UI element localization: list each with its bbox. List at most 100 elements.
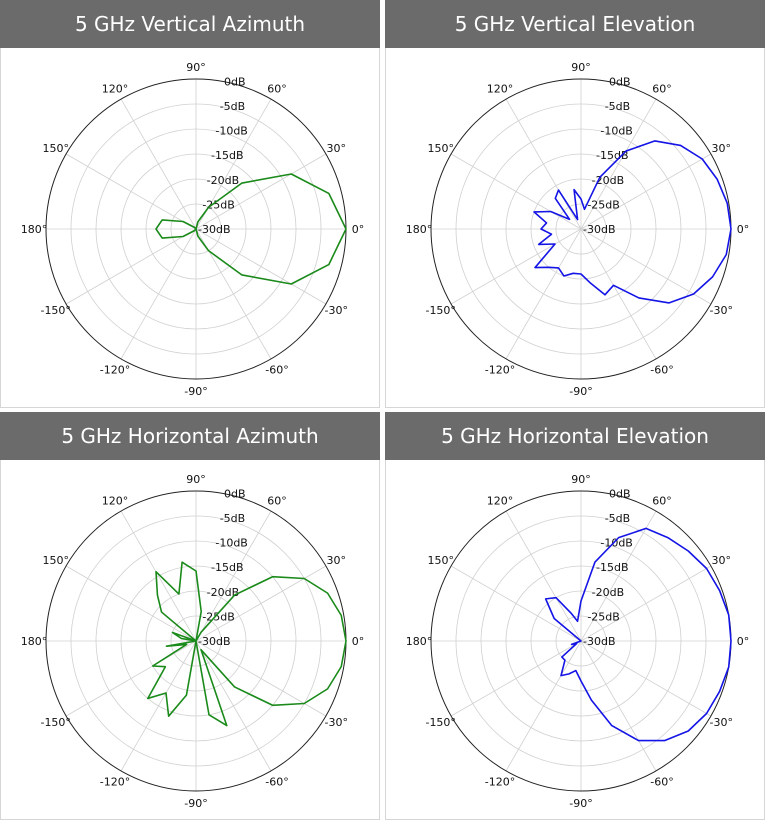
chart-title: 5 GHz Vertical Azimuth	[0, 0, 380, 48]
angle-tick-label: 0°	[352, 635, 365, 648]
polar-chart: 0° 30° 60° 90° 120° 150° 180° -150° -120° -90° -60…	[406, 61, 750, 398]
radial-tick-label: -25dB	[202, 198, 235, 211]
angle-tick-label: 180°	[21, 223, 48, 236]
radial-tick-label: -15dB	[211, 149, 244, 162]
radial-tick-label: 0dB	[224, 487, 246, 500]
radial-tick-label: -5dB	[605, 100, 631, 113]
angle-tick-label: 30°	[327, 142, 347, 155]
radial-tick-label: -15dB	[211, 561, 244, 574]
grid-spoke	[580, 640, 712, 717]
angle-tick-label: 150°	[427, 554, 454, 567]
radial-tick-label: 0dB	[609, 487, 631, 500]
radial-tick-label: -20dB	[592, 586, 625, 599]
angle-tick-label: 30°	[712, 142, 732, 155]
grid-spoke	[195, 228, 327, 305]
radial-tick-label: -30dB	[583, 223, 616, 236]
angle-tick-label: -120°	[485, 775, 515, 788]
panel-vertical-elevation: 5 GHz Vertical Elevation 0° 30° 60° 90° 120°…	[385, 0, 765, 408]
radial-tick-label: -5dB	[605, 512, 631, 525]
radial-tick-label: -5dB	[220, 512, 246, 525]
grid-spoke	[65, 640, 197, 717]
angle-tick-label: 0°	[352, 223, 365, 236]
grid-spoke	[505, 98, 582, 230]
angle-tick-label: -120°	[100, 363, 130, 376]
grid-spoke	[505, 640, 582, 772]
pattern-series-line	[146, 561, 347, 727]
angle-tick-label: -90°	[569, 797, 592, 810]
angle-tick-label: -90°	[569, 385, 592, 398]
angle-tick-label: 150°	[427, 142, 454, 155]
angle-tick-label: -30°	[325, 304, 348, 317]
radial-tick-label: -10dB	[215, 537, 248, 550]
chart-title: 5 GHz Vertical Elevation	[385, 0, 765, 48]
radial-tick-label: 0dB	[224, 75, 246, 88]
polar-chart: 0° 30° 60° 90° 120° 150° 180° -150° -120° -90° -60…	[21, 61, 365, 398]
radial-tick-label: 0dB	[609, 75, 631, 88]
radial-tick-label: -25dB	[587, 610, 620, 623]
angle-tick-label: -120°	[485, 363, 515, 376]
panel-vertical-azimuth: 5 GHz Vertical Azimuth 0° 30° 60° 90° 120° 15…	[0, 0, 380, 408]
grid-spoke	[450, 153, 582, 230]
angle-tick-label: -60°	[650, 363, 673, 376]
grid-spoke	[195, 510, 272, 642]
grid-spoke	[65, 228, 197, 305]
grid-spoke	[120, 640, 197, 772]
angle-tick-label: -90°	[184, 797, 207, 810]
angle-tick-label: -30°	[710, 716, 733, 729]
angle-tick-label: 60°	[652, 495, 672, 508]
grid-spoke	[120, 510, 197, 642]
grid-spoke	[580, 98, 657, 230]
panel-horizontal-elevation: 5 GHz Horizontal Elevation 0° 30° 60° 90° 12…	[385, 412, 765, 820]
grid-spoke	[450, 228, 582, 305]
angle-tick-label: -120°	[100, 775, 130, 788]
angle-tick-label: -60°	[265, 363, 288, 376]
angle-tick-label: -150°	[425, 304, 455, 317]
grid-spoke	[195, 153, 327, 230]
radial-tick-label: -15dB	[596, 149, 629, 162]
radial-tick-label: -25dB	[202, 610, 235, 623]
angle-tick-label: 90°	[571, 473, 591, 486]
angle-tick-label: 120°	[102, 83, 129, 96]
grid-spoke	[195, 640, 327, 717]
plot-area	[385, 460, 765, 820]
angle-tick-label: -150°	[40, 304, 70, 317]
angle-tick-label: 0°	[737, 223, 750, 236]
angle-tick-label: 60°	[267, 83, 287, 96]
grid-spoke	[580, 640, 657, 772]
chart-title: 5 GHz Horizontal Azimuth	[0, 412, 380, 460]
radial-tick-label: -15dB	[596, 561, 629, 574]
pattern-series-line	[155, 173, 347, 285]
angle-tick-label: 150°	[42, 554, 69, 567]
angle-tick-label: 120°	[487, 495, 514, 508]
grid-spoke	[580, 228, 712, 305]
radial-tick-label: -20dB	[207, 586, 240, 599]
angle-tick-label: -60°	[650, 775, 673, 788]
grid-spoke	[195, 640, 272, 772]
grid-spoke	[65, 565, 197, 642]
radial-tick-label: -10dB	[600, 537, 633, 550]
angle-tick-label: 180°	[406, 223, 433, 236]
grid-spoke	[580, 228, 657, 360]
radial-tick-label: -20dB	[207, 174, 240, 187]
angle-tick-label: 60°	[652, 83, 672, 96]
angle-tick-label: 90°	[186, 473, 206, 486]
plot-area	[0, 48, 380, 408]
angle-tick-label: -60°	[265, 775, 288, 788]
angle-tick-label: -30°	[325, 716, 348, 729]
panel-horizontal-azimuth: 5 GHz Horizontal Azimuth 0° 30° 60° 90° 120°…	[0, 412, 380, 820]
angle-tick-label: -150°	[425, 716, 455, 729]
plot-area	[385, 48, 765, 408]
angle-tick-label: 90°	[571, 61, 591, 74]
radial-tick-label: -30dB	[583, 635, 616, 648]
grid-spoke	[450, 640, 582, 717]
angle-tick-label: 30°	[327, 554, 347, 567]
radial-tick-label: -5dB	[220, 100, 246, 113]
angle-tick-label: -150°	[40, 716, 70, 729]
angle-tick-label: -30°	[710, 304, 733, 317]
grid-spoke	[120, 228, 197, 360]
grid-spoke	[580, 565, 712, 642]
angle-tick-label: 180°	[21, 635, 48, 648]
grid-spoke	[195, 565, 327, 642]
angle-tick-label: 60°	[267, 495, 287, 508]
angle-tick-label: 0°	[737, 635, 750, 648]
